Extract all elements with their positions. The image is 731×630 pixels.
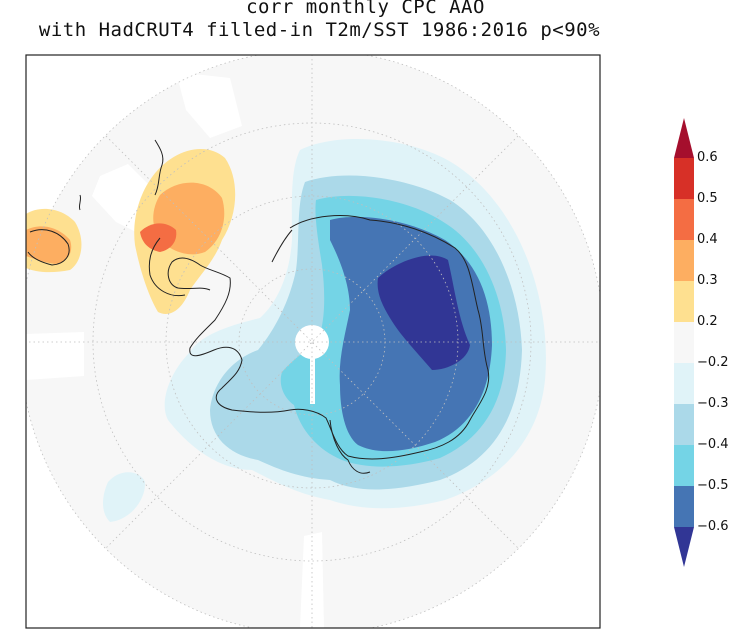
colorbar-top-arrow xyxy=(674,118,694,158)
colorbar-segment-m0_3 xyxy=(674,404,694,445)
map-title-line2: with HadCRUT4 filled-in T2m/SST 1986:201… xyxy=(38,19,601,41)
colorbar-label-m0_5: −0.5 xyxy=(697,478,729,493)
colorbar-segment-0_5 xyxy=(674,158,694,199)
colorbar-segment-neutral xyxy=(674,322,694,363)
graticule xyxy=(26,55,600,628)
colorbar-label-m0_4: −0.4 xyxy=(697,437,729,452)
colorbar-segment-m0_2 xyxy=(674,363,694,404)
colorbar-label-m0_2: −0.2 xyxy=(697,355,729,370)
colorbar xyxy=(674,118,694,567)
map-title-line1: corr monthly CPC AAO xyxy=(246,0,485,18)
colorbar-segment-m0_4 xyxy=(674,445,694,486)
colorbar-label-0_2: 0.2 xyxy=(697,314,718,329)
region-m0_6 xyxy=(377,255,470,370)
map-frame xyxy=(25,54,601,629)
region-p0_4 xyxy=(140,223,177,252)
colorbar-bottom-arrow xyxy=(674,527,694,567)
coastlines xyxy=(27,139,490,474)
colorbar-segment-0_2 xyxy=(674,281,694,322)
colorbar-label-0_4: 0.4 xyxy=(697,232,718,247)
colorbar-label-0_5: 0.5 xyxy=(697,191,718,206)
colorbar-label-m0_6: −0.6 xyxy=(697,519,729,534)
colorbar-label-0_3: 0.3 xyxy=(697,273,718,288)
colorbar-segment-m0_5 xyxy=(674,486,694,527)
colorbar-segment-0_4 xyxy=(674,199,694,240)
colorbar-segment-0_3 xyxy=(674,240,694,281)
colorbar-label-0_6: 0.6 xyxy=(697,150,718,165)
colorbar-label-m0_3: −0.3 xyxy=(697,396,729,411)
